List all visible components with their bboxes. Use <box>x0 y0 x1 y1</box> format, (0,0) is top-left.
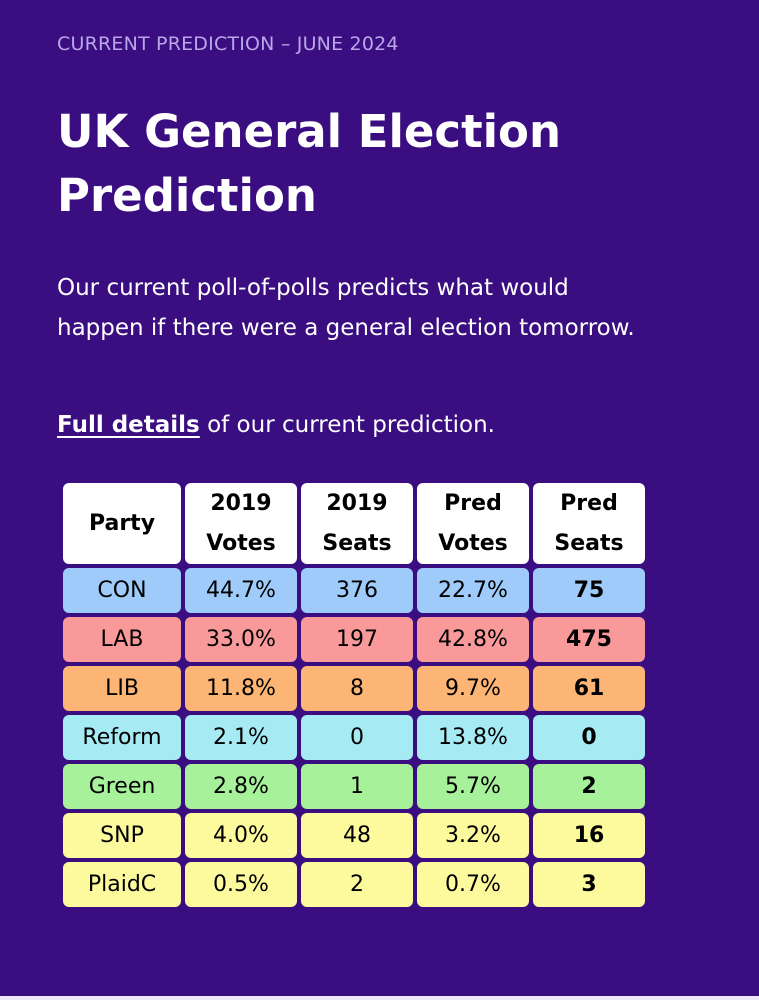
pred-seats-cell: 16 <box>533 813 645 858</box>
votes-2019-cell: 33.0% <box>185 617 297 662</box>
pred-seats-cell: 0 <box>533 715 645 760</box>
seats-2019-cell: 376 <box>301 568 413 613</box>
seats-2019-cell: 8 <box>301 666 413 711</box>
pred-seats-cell: 75 <box>533 568 645 613</box>
votes-2019-cell: 0.5% <box>185 862 297 907</box>
votes-2019-cell: 2.8% <box>185 764 297 809</box>
pred-votes-cell: 0.7% <box>417 862 529 907</box>
table-row: LAB 33.0% 197 42.8% 475 <box>63 617 645 662</box>
seats-2019-cell: 0 <box>301 715 413 760</box>
pred-votes-cell: 3.2% <box>417 813 529 858</box>
page-title: UK General Election Prediction <box>57 105 561 222</box>
seats-2019-cell: 48 <box>301 813 413 858</box>
bottom-divider <box>0 996 759 1000</box>
pred-votes-cell: 22.7% <box>417 568 529 613</box>
pred-seats-cell: 3 <box>533 862 645 907</box>
header-2019-votes: 2019 Votes <box>185 483 297 564</box>
pred-seats-cell: 61 <box>533 666 645 711</box>
votes-2019-cell: 4.0% <box>185 813 297 858</box>
pred-seats-cell: 2 <box>533 764 645 809</box>
party-cell: SNP <box>63 813 181 858</box>
prediction-table: Party 2019 Votes 2019 Seats Pred Votes Pred… <box>59 479 649 911</box>
pred-seats-cell: 475 <box>533 617 645 662</box>
header-pred-seats: Pred Seats <box>533 483 645 564</box>
full-details-link[interactable]: Full details <box>57 412 200 438</box>
details-suffix: of our current prediction. <box>199 412 495 438</box>
party-cell: LAB <box>63 617 181 662</box>
seats-2019-cell: 197 <box>301 617 413 662</box>
party-cell: Reform <box>63 715 181 760</box>
table-row: SNP 4.0% 48 3.2% 16 <box>63 813 645 858</box>
pred-votes-cell: 42.8% <box>417 617 529 662</box>
table-row: Reform 2.1% 0 13.8% 0 <box>63 715 645 760</box>
intro-text: Our current poll-of-polls predicts what … <box>57 275 635 341</box>
details-line: Full details of our current prediction. <box>57 405 495 445</box>
pred-votes-cell: 5.7% <box>417 764 529 809</box>
pred-votes-cell: 13.8% <box>417 715 529 760</box>
header-party: Party <box>63 483 181 564</box>
table-row: Green 2.8% 1 5.7% 2 <box>63 764 645 809</box>
eyebrow-label: CURRENT PREDICTION – JUNE 2024 <box>57 33 399 55</box>
party-cell: Green <box>63 764 181 809</box>
table-row: LIB 11.8% 8 9.7% 61 <box>63 666 645 711</box>
votes-2019-cell: 2.1% <box>185 715 297 760</box>
pred-votes-cell: 9.7% <box>417 666 529 711</box>
header-pred-votes: Pred Votes <box>417 483 529 564</box>
table-row: CON 44.7% 376 22.7% 75 <box>63 568 645 613</box>
votes-2019-cell: 11.8% <box>185 666 297 711</box>
party-cell: CON <box>63 568 181 613</box>
header-2019-seats: 2019 Seats <box>301 483 413 564</box>
table-header-row: Party 2019 Votes 2019 Seats Pred Votes Pred… <box>63 483 645 564</box>
votes-2019-cell: 44.7% <box>185 568 297 613</box>
table-row: PlaidC 0.5% 2 0.7% 3 <box>63 862 645 907</box>
party-cell: LIB <box>63 666 181 711</box>
seats-2019-cell: 1 <box>301 764 413 809</box>
seats-2019-cell: 2 <box>301 862 413 907</box>
party-cell: PlaidC <box>63 862 181 907</box>
